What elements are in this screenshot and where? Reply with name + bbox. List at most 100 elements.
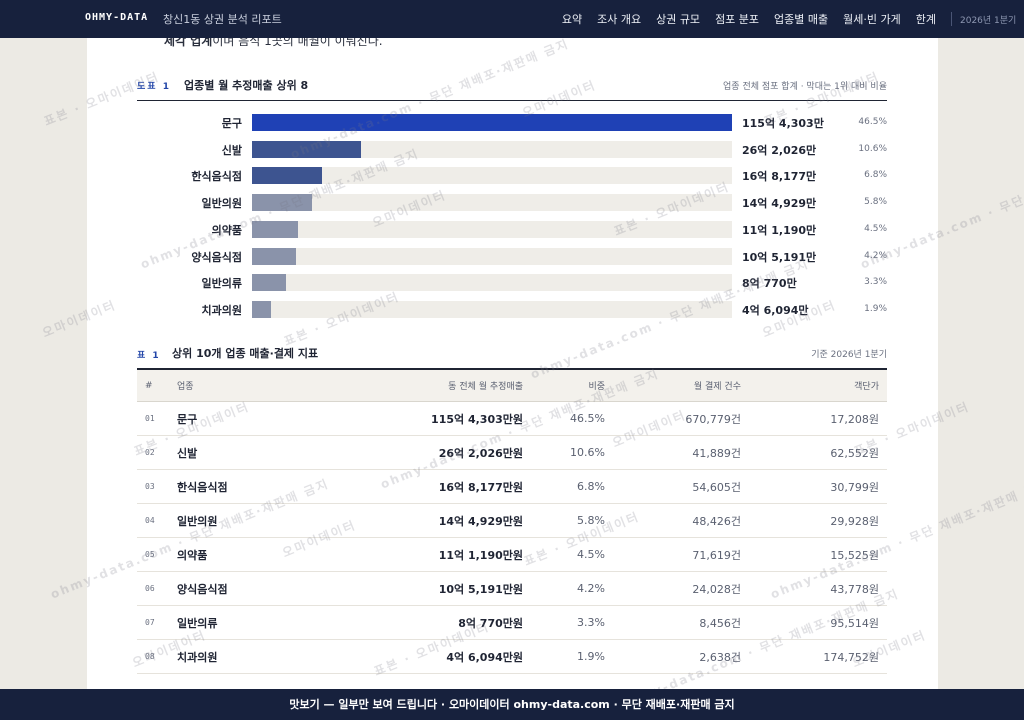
bar-track <box>252 220 732 238</box>
row-avg-price: 95,514원 <box>749 605 887 640</box>
bar-share-label: 46.5% <box>858 117 887 127</box>
nav-item-limitations[interactable]: 한계 <box>915 13 936 26</box>
nav-item-market-size[interactable]: 상권 규모 <box>656 13 701 26</box>
bar-value-label: 10억 5,191만 <box>742 250 817 264</box>
row-industry: 문구 <box>169 401 345 436</box>
row-rank: 07 <box>137 605 169 640</box>
table-row: 02 신발 26억 2,026만원 10.6% 41,889건 62,552원 <box>137 435 887 470</box>
row-sales: 16억 8,177만원 <box>345 469 531 504</box>
row-count: 670,779건 <box>613 401 749 436</box>
row-rank: 03 <box>137 469 169 504</box>
bar <box>252 274 286 292</box>
row-share: 10.6% <box>531 435 613 470</box>
bar-value-label: 115억 4,303만 <box>742 117 824 130</box>
row-count: 8,456건 <box>613 605 749 640</box>
row-rank: 05 <box>137 537 169 572</box>
col-header-share: 비중 <box>531 370 613 402</box>
row-rank: 04 <box>137 503 169 538</box>
preview-footer-banner: 맛보기 — 일부만 보여 드립니다 · 오마이데이터 ohmy-data.com… <box>0 689 1024 720</box>
bar-value-label: 11억 1,190만 <box>742 223 817 237</box>
bar-share-label: 4.5% <box>864 223 887 234</box>
bar-category-label: 의약품 <box>211 223 242 237</box>
row-share: 5.8% <box>531 503 613 538</box>
nav-item-summary[interactable]: 요약 <box>561 13 583 26</box>
col-header-avg-price: 객단가 <box>749 370 887 402</box>
table-row: 06 양식음식점 10억 5,191만원 4.2% 24,028건 43,778원 <box>137 571 887 606</box>
table-row: 08 치과의원 4억 6,094만원 1.9% 2,638건 174,752원 <box>137 639 887 674</box>
row-share: 1.9% <box>531 639 613 674</box>
bar <box>252 220 299 238</box>
bar <box>252 140 361 158</box>
col-header-industry: 업종 <box>169 370 345 402</box>
bar-value-label: 26억 2,026만 <box>742 143 817 157</box>
intro-rest-text: 이며 음식 1곳의 매월이 이뤄진다. <box>212 38 383 48</box>
brand-logo[interactable]: OHMY-DATA <box>85 12 149 23</box>
table-caption: 표 1 상위 10개 업종 매출·결제 지표 기준 2026년 1분기 <box>137 344 887 370</box>
table-title: 상위 10개 업종 매출·결제 지표 <box>172 347 319 360</box>
nav-divider <box>951 12 952 26</box>
row-avg-price: 29,928원 <box>749 503 887 538</box>
bar-value-label: 8억 770만 <box>742 277 797 291</box>
bar-share-label: 4.2% <box>864 250 887 261</box>
bar-share-label: 3.3% <box>864 277 887 288</box>
col-header-count: 월 결제 건수 <box>613 370 749 402</box>
row-share: 3.3% <box>531 605 613 640</box>
bar-track <box>252 247 732 265</box>
industry-metrics-table: # 업종 동 전체 월 추정매출 비중 월 결제 건수 객단가 01 문구 115억… <box>137 370 887 674</box>
bar-category-label: 양식음식점 <box>191 250 242 264</box>
row-avg-price: 30,799원 <box>749 469 887 504</box>
row-industry: 양식음식점 <box>169 571 345 606</box>
row-avg-price: 15,525원 <box>749 537 887 572</box>
row-rank: 06 <box>137 571 169 606</box>
nav-item-survey-overview[interactable]: 조사 개요 <box>597 13 642 26</box>
col-header-sales: 동 전체 월 추정매출 <box>345 370 531 402</box>
table-tag: 표 1 <box>137 351 161 361</box>
row-sales: 4억 6,094만원 <box>345 639 531 674</box>
figure-caption: 도표 1 업종별 월 추정매출 상위 8 업종 전체 점포 합계 · 막대는 1… <box>137 76 887 101</box>
row-industry: 신발 <box>169 435 345 470</box>
bar-category-label: 문구 <box>221 117 242 130</box>
row-avg-price: 62,552원 <box>749 435 887 470</box>
row-sales: 8억 770만원 <box>345 605 531 640</box>
bar-share-label: 6.8% <box>864 170 887 181</box>
nav-item-sales-by-industry[interactable]: 업종별 매출 <box>774 13 829 26</box>
table-header-row: # 업종 동 전체 월 추정매출 비중 월 결제 건수 객단가 <box>137 370 887 402</box>
nav-item-rent-vacancy[interactable]: 월세·빈 가게 <box>843 13 901 26</box>
bar-track <box>252 300 732 318</box>
bar-track <box>252 140 732 158</box>
row-count: 24,028건 <box>613 571 749 606</box>
table-row: 01 문구 115억 4,303만원 46.5% 670,779건 17,208원 <box>137 401 887 436</box>
bar <box>252 194 313 212</box>
row-industry: 의약품 <box>169 537 345 572</box>
row-share: 4.2% <box>531 571 613 606</box>
intro-bold-text: 제각 업계 <box>164 38 213 48</box>
nav-item-store-distribution[interactable]: 점포 분포 <box>715 13 760 26</box>
bar <box>252 300 272 318</box>
table-row: 04 일반의원 14억 4,929만원 5.8% 48,426건 29,928원 <box>137 503 887 538</box>
bar-category-label: 한식음식점 <box>191 170 242 184</box>
bar-category-label: 치과의원 <box>201 303 242 317</box>
row-share: 46.5% <box>531 401 613 436</box>
bar-track <box>252 114 732 131</box>
row-industry: 치과의원 <box>169 639 345 674</box>
report-title: 창신1동 상권 분석 리포트 <box>163 13 282 26</box>
row-rank: 01 <box>137 401 169 436</box>
report-page: 제각 업계이며 음식 1곳의 매월이 이뤄진다. 도표 1 업종별 월 추정매출… <box>87 38 938 689</box>
section-nav: 요약 조사 개요 상권 규모 점포 분포 업종별 매출 월세·빈 가게 한계 2… <box>562 0 1024 38</box>
row-avg-price: 43,778원 <box>749 571 887 606</box>
row-rank: 02 <box>137 435 169 470</box>
bar <box>252 167 322 185</box>
bar-category-label: 일반의원 <box>201 197 242 211</box>
bar-track <box>252 274 732 292</box>
col-header-rank: # <box>137 370 169 402</box>
row-avg-price: 174,752원 <box>749 639 887 674</box>
bar <box>252 247 296 265</box>
intro-paragraph: 제각 업계이며 음식 1곳의 매월이 이뤄진다. <box>164 38 383 49</box>
row-industry: 일반의원 <box>169 503 345 538</box>
bar-share-label: 5.8% <box>864 197 887 208</box>
table-row: 07 일반의류 8억 770만원 3.3% 8,456건 95,514원 <box>137 605 887 640</box>
row-avg-price: 17,208원 <box>749 401 887 436</box>
row-rank: 08 <box>137 639 169 674</box>
bar-share-label: 10.6% <box>858 143 887 154</box>
bar-track <box>252 167 732 185</box>
